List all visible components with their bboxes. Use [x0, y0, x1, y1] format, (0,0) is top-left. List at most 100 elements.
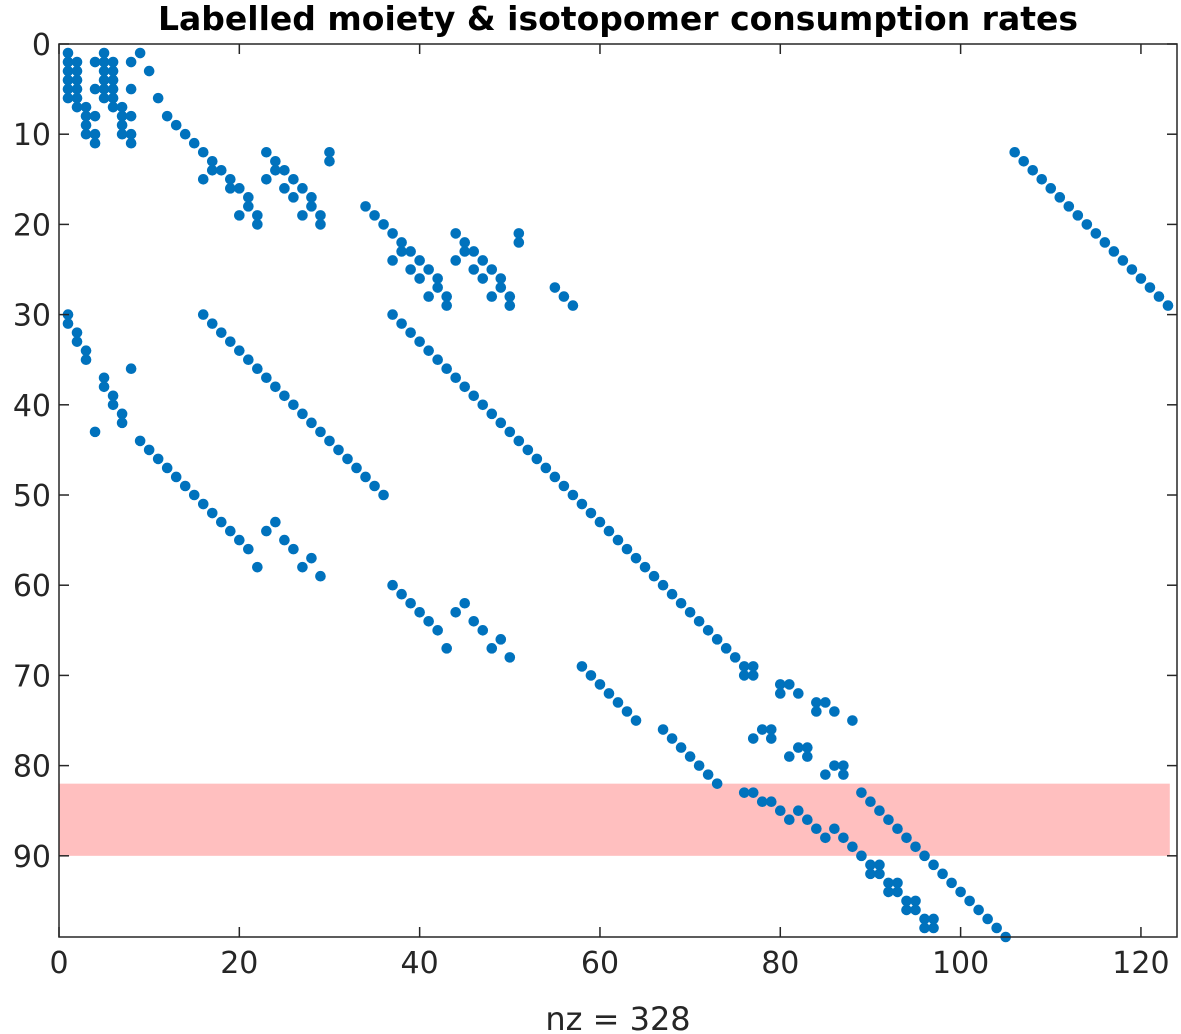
- data-point: [89, 137, 101, 149]
- data-point: [901, 832, 912, 844]
- x-tick-label: 80: [761, 946, 799, 981]
- data-point: [89, 426, 101, 438]
- data-point: [288, 399, 299, 411]
- data-point: [396, 246, 407, 257]
- data-point: [793, 805, 804, 817]
- data-point: [297, 408, 308, 420]
- data-point: [1036, 174, 1048, 185]
- data-point: [98, 47, 110, 59]
- data-point: [477, 273, 489, 284]
- x-tick-label: 0: [49, 946, 68, 981]
- data-point: [315, 210, 326, 221]
- data-point: [98, 65, 110, 77]
- data-point: [1009, 146, 1021, 158]
- data-point: [847, 841, 858, 853]
- data-point: [675, 597, 687, 609]
- data-point: [513, 228, 525, 239]
- data-point: [585, 507, 597, 519]
- data-point: [937, 868, 948, 880]
- data-point: [252, 561, 263, 573]
- data-point: [62, 318, 74, 329]
- data-point: [62, 83, 74, 95]
- data-point: [612, 697, 624, 708]
- data-point: [657, 579, 669, 591]
- data-point: [270, 516, 281, 528]
- x-tick-label: 100: [932, 946, 989, 981]
- data-point: [1153, 291, 1165, 302]
- data-point: [756, 796, 768, 807]
- data-point: [630, 552, 642, 564]
- data-point: [116, 128, 128, 140]
- data-point: [747, 733, 759, 744]
- data-point: [486, 643, 498, 654]
- data-point: [170, 119, 182, 131]
- data-point: [784, 679, 795, 690]
- data-point: [243, 192, 254, 203]
- data-point: [928, 922, 939, 934]
- data-point: [901, 895, 912, 907]
- data-point: [928, 859, 939, 871]
- data-point: [315, 570, 326, 582]
- data-point: [892, 823, 903, 835]
- data-point: [1045, 183, 1057, 194]
- data-point: [811, 706, 822, 717]
- data-point: [522, 444, 534, 456]
- data-point: [495, 634, 507, 645]
- data-point: [80, 354, 92, 366]
- data-point: [387, 579, 398, 591]
- data-point: [360, 201, 371, 212]
- data-point: [450, 255, 462, 266]
- data-point: [450, 372, 462, 384]
- data-point: [378, 489, 389, 501]
- data-point: [80, 345, 92, 356]
- data-point: [71, 101, 83, 113]
- data-point: [125, 83, 137, 95]
- data-point: [405, 246, 416, 257]
- data-point: [847, 715, 858, 726]
- data-point: [693, 615, 705, 627]
- data-point: [107, 101, 119, 113]
- data-point: [477, 399, 489, 411]
- data-point: [71, 336, 83, 347]
- data-point: [423, 291, 434, 302]
- data-point: [369, 480, 380, 492]
- data-point: [702, 769, 714, 780]
- data-point: [838, 760, 849, 771]
- data-point: [80, 119, 92, 131]
- data-point: [621, 706, 633, 717]
- data-point: [297, 561, 308, 573]
- data-point: [170, 471, 182, 483]
- data-point: [243, 201, 254, 212]
- data-point: [811, 823, 822, 835]
- data-point: [495, 282, 507, 293]
- data-point: [612, 534, 624, 546]
- data-point: [152, 92, 164, 104]
- data-point: [279, 183, 290, 194]
- data-point: [197, 146, 209, 158]
- data-point: [576, 498, 588, 510]
- data-point: [594, 679, 606, 690]
- data-point: [450, 606, 462, 618]
- data-point: [720, 643, 732, 654]
- data-point: [450, 228, 462, 239]
- data-point: [279, 164, 290, 176]
- data-point: [468, 615, 480, 627]
- data-point: [161, 110, 173, 122]
- data-point: [234, 210, 245, 221]
- data-point: [432, 625, 443, 636]
- data-point: [765, 724, 777, 735]
- data-point: [89, 83, 101, 95]
- data-point: [874, 868, 885, 880]
- data-point: [459, 381, 471, 393]
- data-point: [1117, 255, 1129, 266]
- data-point: [396, 318, 407, 329]
- data-point: [495, 417, 507, 429]
- data-point: [414, 606, 425, 618]
- data-point: [215, 164, 227, 176]
- data-point: [504, 291, 516, 302]
- x-tick-label: 20: [220, 946, 258, 981]
- data-point: [1054, 192, 1066, 203]
- data-point: [234, 183, 245, 194]
- data-point: [504, 426, 516, 438]
